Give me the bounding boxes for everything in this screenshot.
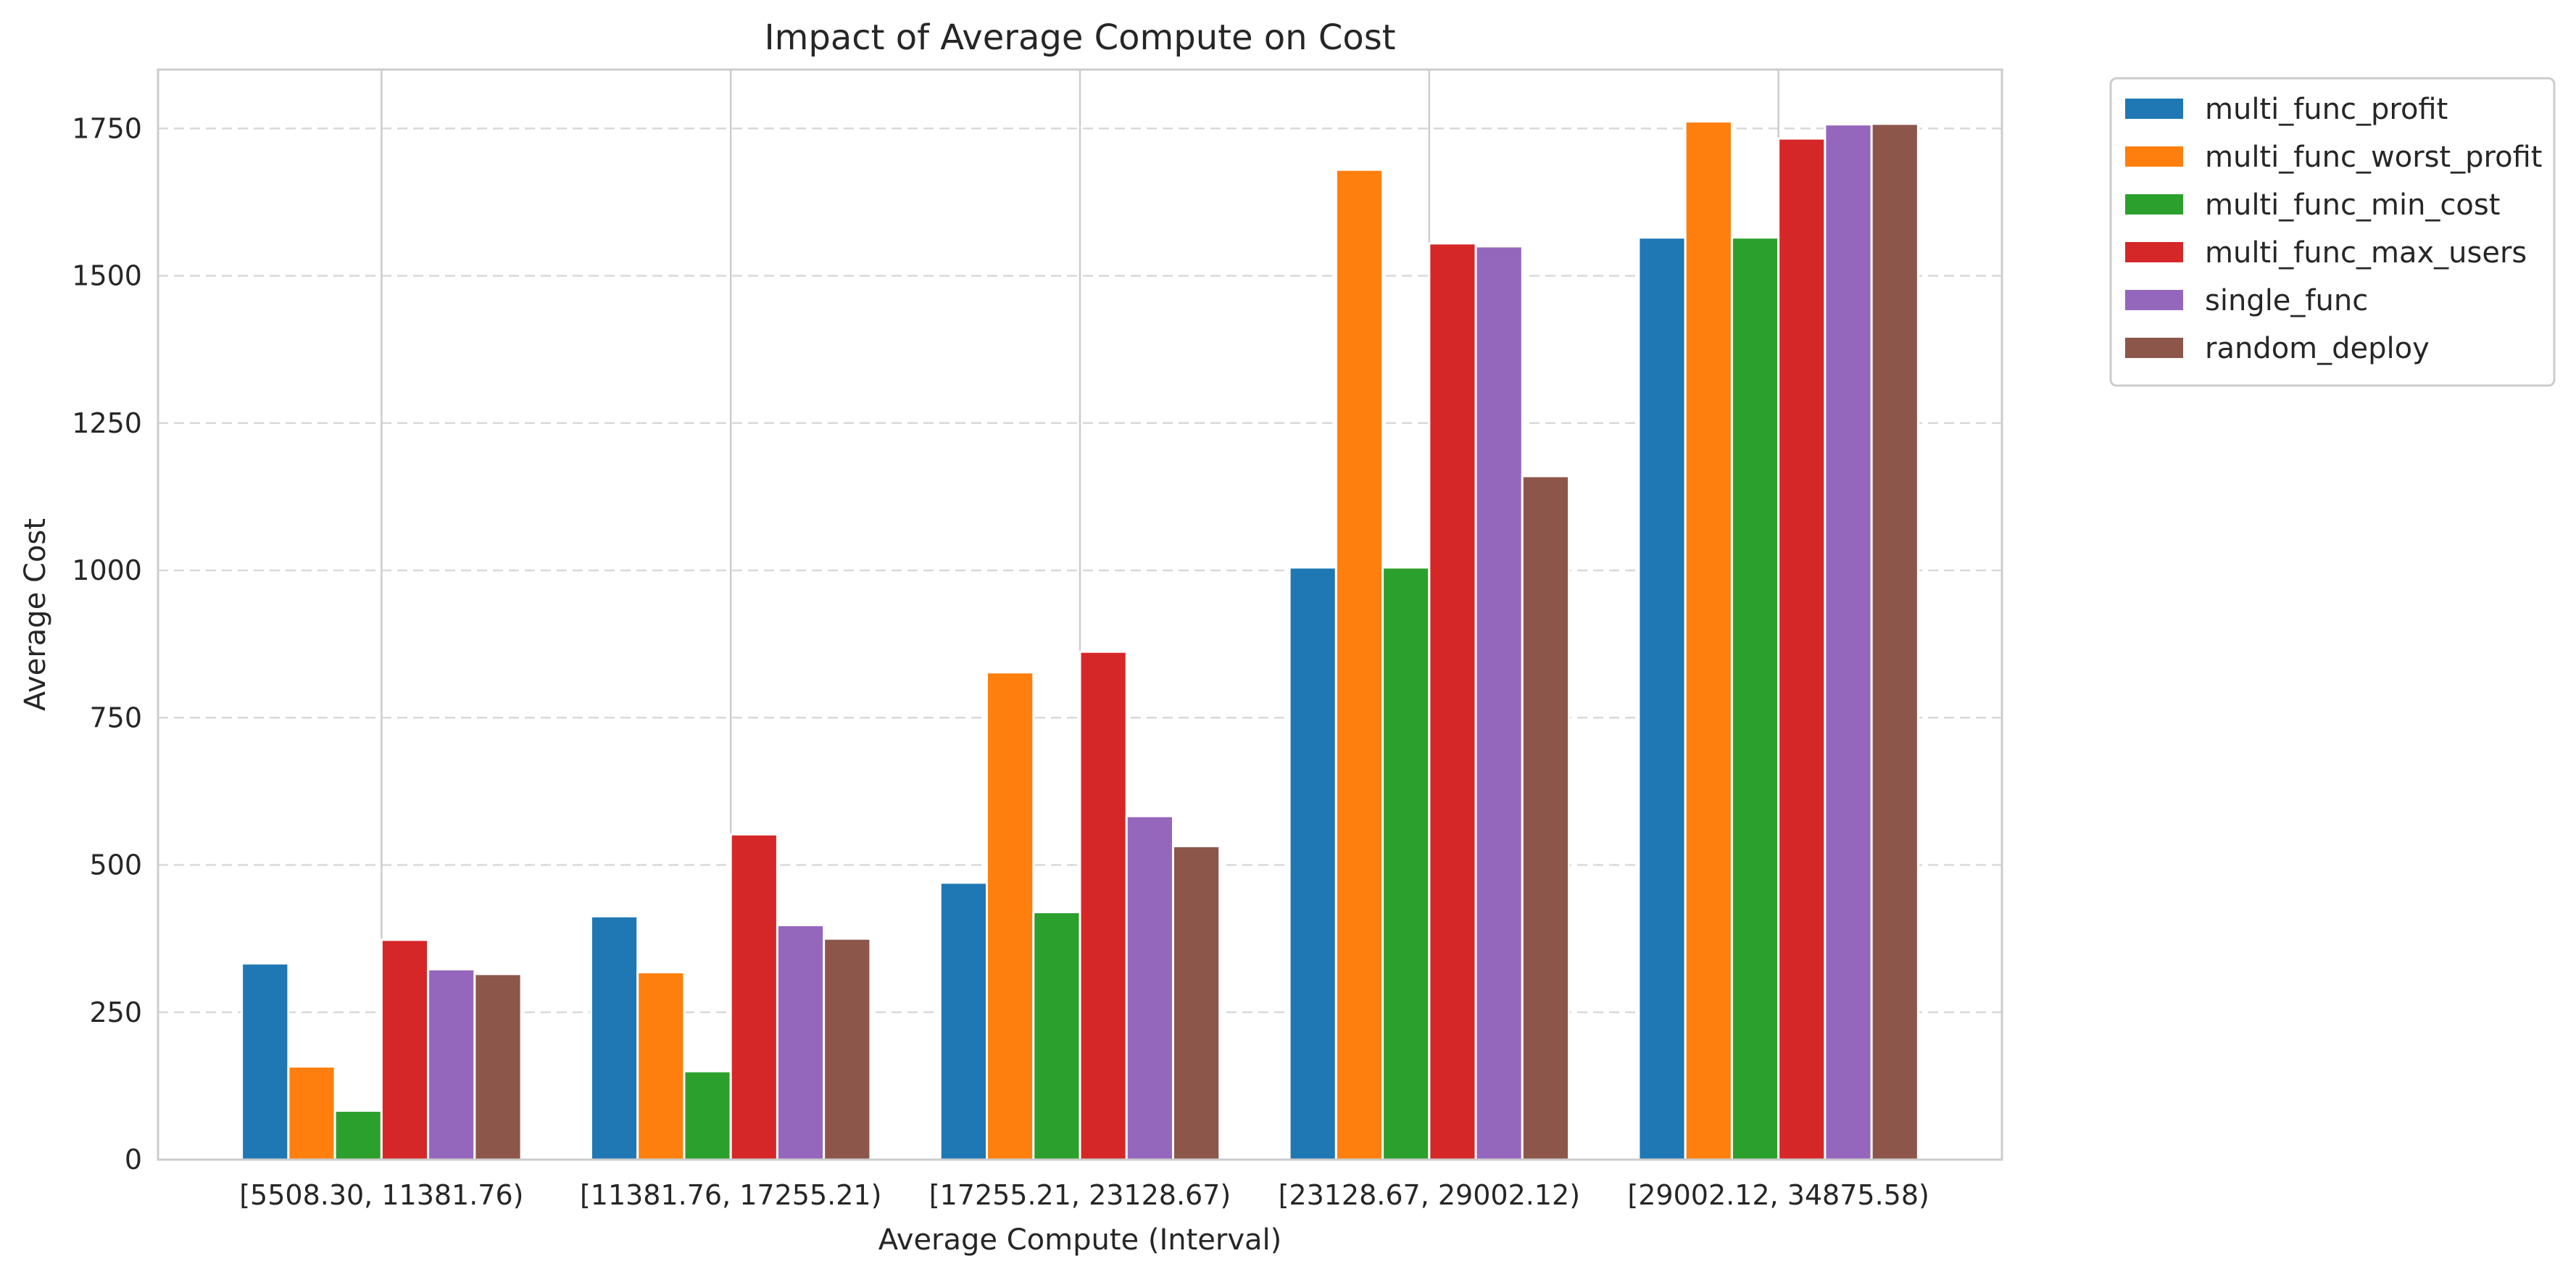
bar-single_func <box>1474 245 1524 1161</box>
y-tick-label: 1250 <box>72 407 142 439</box>
x-tick-label: [17255.21, 23128.67) <box>929 1179 1231 1211</box>
bar-multi_func_worst_profit <box>1334 168 1384 1161</box>
bar-multi_func_profit <box>1637 236 1687 1161</box>
bar-multi_func_worst_profit <box>1684 120 1733 1161</box>
x-tick-label: [29002.12, 34875.58) <box>1627 1179 1929 1211</box>
x-axis-label: Average Compute (Interval) <box>878 1223 1281 1257</box>
bar-multi_func_profit <box>589 915 639 1161</box>
legend-swatch-multi_func_max_users <box>2125 242 2183 262</box>
bar-multi_func_profit <box>241 962 290 1161</box>
y-tick-label: 1750 <box>72 112 142 144</box>
bar-multi_func_min_cost <box>683 1070 732 1161</box>
bar-random_deploy <box>1521 475 1571 1161</box>
legend-label-multi_func_min_cost: multi_func_min_cost <box>2205 188 2500 222</box>
x-tick-label: [11381.76, 17255.21) <box>580 1179 881 1211</box>
bar-single_func <box>1824 123 1873 1161</box>
legend-swatch-random_deploy <box>2125 338 2183 358</box>
y-axis-label: Average Cost <box>19 518 52 711</box>
legend-label-single_func: single_func <box>2205 284 2368 317</box>
bar-multi_func_max_users <box>380 939 430 1161</box>
bar-multi_func_worst_profit <box>287 1065 336 1161</box>
x-tick-label: [5508.30, 11381.76) <box>239 1179 523 1211</box>
legend-box <box>2109 77 2556 387</box>
legend-label-multi_func_max_users: multi_func_max_users <box>2205 236 2527 270</box>
y-tick-label: 750 <box>89 702 142 733</box>
bar-multi_func_worst_profit <box>986 671 1035 1161</box>
bar-multi_func_max_users <box>729 833 778 1161</box>
bar-multi_func_worst_profit <box>636 970 686 1161</box>
bar-single_func <box>427 968 476 1161</box>
legend-label-random_deploy: random_deploy <box>2205 332 2430 365</box>
bar-random_deploy <box>1171 844 1221 1161</box>
bar-multi_func_max_users <box>1777 137 1827 1161</box>
y-tick-label: 1000 <box>72 554 142 586</box>
y-tick-label: 250 <box>89 997 142 1028</box>
bar-random_deploy <box>473 973 523 1161</box>
y-tick-label: 500 <box>89 849 142 881</box>
bar-multi_func_min_cost <box>1382 566 1431 1161</box>
legend-label-multi_func_profit: multi_func_profit <box>2205 93 2448 126</box>
bar-multi_func_min_cost <box>1032 911 1081 1161</box>
bars-layer <box>241 120 1919 1161</box>
legend-swatch-multi_func_worst_profit <box>2125 146 2183 167</box>
bar-random_deploy <box>1870 122 1919 1161</box>
legend-swatch-single_func <box>2125 290 2183 310</box>
bar-multi_func_min_cost <box>333 1110 383 1161</box>
bar-single_func <box>776 923 826 1161</box>
legend-swatch-multi_func_profit <box>2125 99 2183 119</box>
bar-multi_func_min_cost <box>1730 236 1780 1161</box>
y-tick-label: 0 <box>125 1144 142 1176</box>
legend: multi_func_profit multi_func_worst_profit… <box>2109 77 2556 387</box>
x-ticks: [5508.30, 11381.76) [11381.76, 17255.21) [… <box>239 1179 1929 1211</box>
legend-swatch-multi_func_min_cost <box>2125 194 2183 215</box>
bar-random_deploy <box>823 937 872 1161</box>
legend-items: multi_func_profit multi_func_worst_profit… <box>2125 93 2542 365</box>
bar-single_func <box>1125 815 1174 1161</box>
y-ticks: 0 250 500 750 1000 1250 1500 1750 <box>72 112 142 1176</box>
bar-multi_func_max_users <box>1428 242 1477 1161</box>
bar-multi_func_profit <box>1288 566 1337 1161</box>
chart-title: Impact of Average Compute on Cost <box>764 17 1395 58</box>
bar-multi_func_profit <box>939 881 989 1161</box>
plot-frame <box>157 68 2003 1161</box>
legend-label-multi_func_worst_profit: multi_func_worst_profit <box>2205 141 2542 174</box>
bar-multi_func_max_users <box>1079 650 1128 1161</box>
y-tick-label: 1500 <box>72 260 142 292</box>
x-tick-label: [23128.67, 29002.12) <box>1279 1179 1580 1211</box>
